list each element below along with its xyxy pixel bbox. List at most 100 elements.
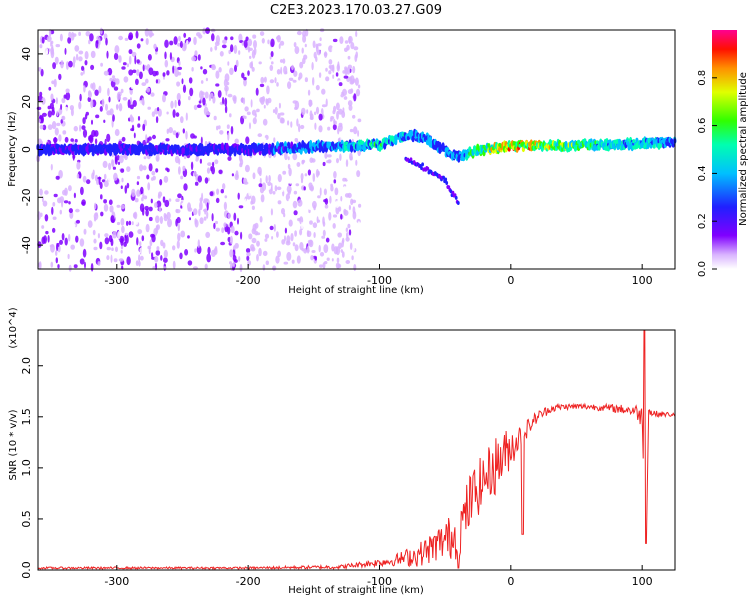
noise-point: [241, 41, 245, 46]
noise-point: [305, 28, 309, 37]
noise-point: [232, 95, 237, 102]
y-tick-label: 20: [20, 95, 33, 109]
noise-point: [335, 200, 340, 208]
noise-point: [322, 229, 326, 237]
noise-point: [301, 47, 304, 54]
noise-point: [126, 256, 131, 266]
noise-point: [78, 56, 83, 62]
noise-point: [139, 203, 145, 212]
noise-point: [85, 111, 90, 116]
noise-point: [211, 33, 215, 42]
noise-point: [345, 236, 350, 242]
noise-point: [202, 97, 206, 106]
noise-point: [173, 36, 178, 45]
noise-point: [321, 104, 327, 108]
noise-point: [262, 264, 266, 271]
noise-point: [36, 106, 42, 111]
noise-point: [188, 77, 193, 84]
noise-point: [164, 199, 170, 208]
noise-point: [294, 46, 300, 55]
noise-point: [120, 185, 123, 189]
noise-point: [262, 250, 268, 257]
noise-point: [175, 112, 180, 117]
noise-point: [148, 136, 152, 141]
noise-point: [205, 27, 211, 34]
noise-point: [74, 45, 80, 52]
noise-point: [314, 256, 317, 261]
noise-point: [60, 60, 64, 69]
noise-point: [92, 169, 95, 177]
noise-point: [134, 55, 137, 65]
noise-point: [40, 212, 43, 217]
noise-point: [44, 214, 49, 222]
track-point: [411, 135, 415, 142]
noise-point: [151, 252, 154, 259]
noise-point: [116, 204, 121, 208]
colorbar-label: Normalized spectral amplitude: [738, 72, 749, 226]
noise-point: [156, 200, 162, 208]
noise-point: [258, 183, 263, 188]
noise-point: [80, 186, 84, 196]
noise-point: [295, 183, 300, 187]
noise-point: [124, 203, 129, 213]
noise-point: [325, 98, 328, 107]
noise-point: [64, 187, 68, 196]
noise-point: [203, 216, 207, 221]
noise-point: [139, 241, 142, 247]
noise-point: [138, 260, 141, 267]
noise-point: [318, 65, 323, 71]
noise-point: [280, 163, 284, 167]
noise-point: [59, 33, 63, 42]
noise-point: [309, 157, 314, 163]
noise-point: [135, 30, 139, 39]
noise-point: [337, 232, 343, 238]
noise-point: [84, 51, 89, 60]
noise-point: [185, 130, 188, 140]
noise-point: [290, 29, 293, 36]
noise-point: [164, 59, 169, 68]
noise-point: [126, 220, 129, 226]
noise-point: [323, 98, 326, 103]
noise-point: [264, 233, 270, 239]
noise-point: [265, 260, 269, 266]
noise-point: [116, 221, 121, 226]
noise-point: [296, 255, 301, 264]
noise-point: [162, 196, 166, 203]
track-point: [652, 144, 656, 149]
noise-point: [296, 30, 302, 36]
noise-point: [44, 47, 49, 55]
noise-point: [99, 181, 103, 190]
noise-point: [329, 118, 333, 122]
noise-point: [288, 219, 293, 227]
noise-point: [50, 93, 54, 101]
noise-point: [130, 80, 134, 90]
noise-point: [81, 125, 86, 130]
noise-point: [223, 201, 227, 211]
noise-point: [244, 198, 247, 208]
noise-point: [288, 33, 292, 38]
noise-point: [121, 225, 125, 234]
noise-point: [229, 67, 234, 76]
noise-point: [190, 47, 192, 52]
noise-point: [103, 173, 107, 180]
noise-point: [233, 212, 237, 221]
noise-point: [257, 133, 263, 138]
noise-point: [328, 65, 332, 69]
noise-point: [175, 198, 180, 202]
noise-point: [84, 60, 88, 66]
noise-point: [194, 248, 197, 253]
noise-point: [351, 199, 357, 204]
noise-point: [300, 173, 304, 181]
noise-point: [80, 72, 84, 76]
track-point: [186, 150, 190, 156]
noise-point: [272, 191, 276, 195]
noise-point: [249, 61, 253, 69]
noise-point: [48, 86, 52, 91]
noise-point: [299, 229, 303, 236]
noise-point: [115, 246, 118, 253]
noise-point: [73, 192, 76, 199]
noise-point: [259, 83, 265, 88]
noise-point: [107, 87, 110, 97]
noise-point: [309, 220, 313, 225]
noise-point: [292, 200, 298, 209]
